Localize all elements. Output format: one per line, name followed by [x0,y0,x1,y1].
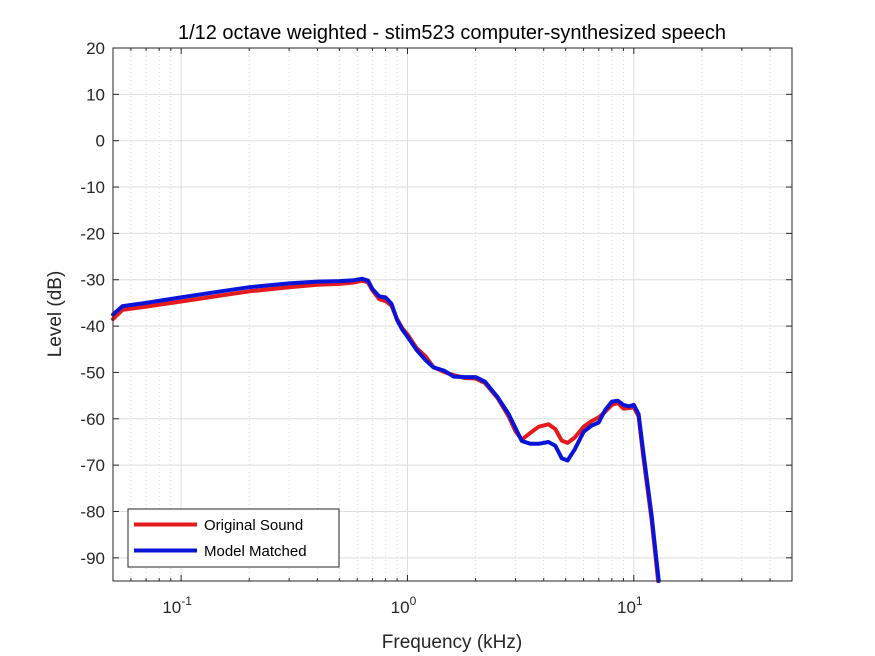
x-tick-label: 101 [617,594,643,617]
series-lines [111,276,661,583]
ticks [113,47,792,581]
legend-label-model-matched: Model Matched [204,543,307,560]
y-tick-label: -50 [80,363,105,382]
grid [113,47,792,581]
chart-title: 1/12 octave weighted - stim523 computer-… [178,22,726,44]
y-tick-label: -80 [80,502,105,521]
x-tick-labels: 10-1 100 101 [162,594,643,617]
y-tick-label: -10 [80,178,105,197]
x-tick-label: 10-1 [162,594,192,617]
legend-box [127,508,340,568]
y-tick-label: -40 [80,317,105,336]
y-tick-label: -60 [80,410,105,429]
y-tick-label: 0 [96,132,105,151]
legend-label-original-sound: Original Sound [204,517,303,534]
y-tick-label: -90 [80,549,105,568]
y-tick-label: -20 [80,224,105,243]
x-axis-label: Frequency (kHz) [382,632,522,653]
y-tick-label: 10 [86,85,105,104]
plot-area [113,48,792,581]
y-tick-labels: 20 10 0 -10 -20 -30 -40 -50 -60 -70 -80 -90 [80,39,105,568]
y-axis-label: Level (dB) [45,271,66,358]
legend: Original Sound Model Matched [127,508,340,568]
y-tick-label: -30 [80,271,105,290]
series-line-model-matched [111,276,661,583]
y-tick-label: 20 [86,39,105,58]
y-tick-label: -70 [80,456,105,475]
x-tick-label: 100 [391,594,417,617]
axes-box [112,47,793,582]
